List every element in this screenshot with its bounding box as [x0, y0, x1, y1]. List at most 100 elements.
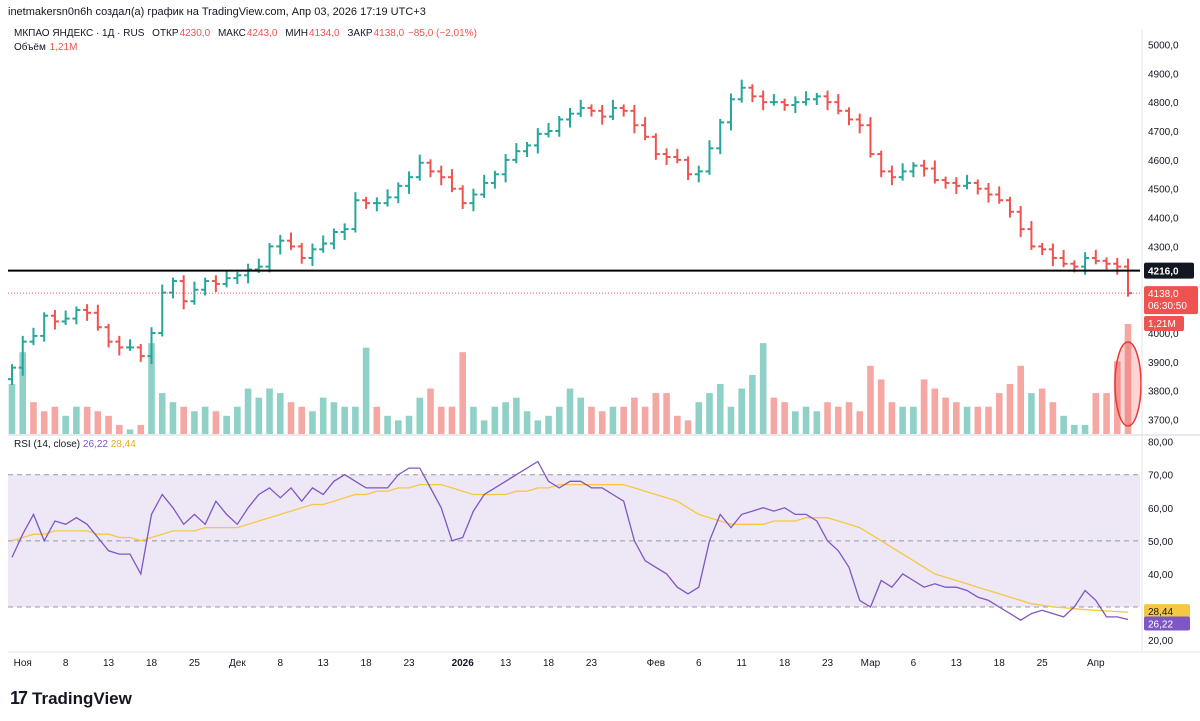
price-candle	[383, 189, 392, 207]
volume-bar	[974, 406, 982, 434]
volume-bar	[51, 406, 59, 434]
support-line-label-bg	[1144, 262, 1194, 279]
price-candle	[351, 192, 360, 233]
time-axis-tick: 18	[361, 658, 373, 669]
volume-bar	[126, 429, 134, 434]
volume-bar	[1113, 361, 1121, 434]
close-value: 4138,0	[373, 28, 405, 39]
volume-bar	[813, 411, 821, 434]
rsi-last-label: 26,22	[1148, 620, 1173, 631]
volume-bar	[395, 420, 402, 434]
price-candle	[265, 242, 274, 273]
symbol-title[interactable]: МКПАО ЯНДЕКС · 1Д · RUS	[14, 28, 145, 39]
last-price-label: 4138,0	[1148, 289, 1179, 300]
volume-bar	[491, 406, 499, 434]
volume-bar	[416, 397, 424, 434]
volume-bar	[470, 406, 477, 434]
time-axis-tick: 13	[103, 658, 115, 669]
volume-bar	[609, 406, 617, 434]
price-axis-tick: 5000,0	[1148, 40, 1179, 51]
volume-bar	[770, 397, 778, 434]
price-candle	[201, 277, 210, 296]
volume-bar	[459, 352, 466, 434]
tradingview-logo[interactable]: 17 TradingView	[10, 688, 132, 709]
price-candle	[61, 310, 70, 325]
volume-bar	[963, 406, 971, 434]
volume-bar	[1081, 424, 1089, 434]
tradingview-brand: TradingView	[32, 688, 132, 708]
volume-bar	[985, 406, 992, 434]
volume-bar	[834, 406, 842, 434]
price-candle	[372, 197, 381, 212]
symbol-legend: МКПАО ЯНДЕКС · 1Д · RUS ОТКР4230,0 МАКС4…	[14, 27, 477, 55]
price-candle	[608, 99, 617, 121]
volume-bar	[180, 406, 187, 434]
volume-bar	[266, 388, 273, 434]
price-axis-tick: 4900,0	[1148, 69, 1179, 80]
rsi-label[interactable]: RSI (14, close)	[14, 439, 81, 450]
volume-bar	[845, 402, 853, 434]
time-axis-tick: 18	[543, 658, 555, 669]
price-candle	[802, 91, 811, 106]
price-candle	[179, 275, 188, 310]
volume-bar	[953, 402, 960, 434]
price-candle	[168, 277, 177, 299]
volume-bar	[588, 406, 595, 434]
volume-bar	[555, 406, 563, 434]
volume-bar	[1049, 402, 1057, 434]
price-candle	[737, 79, 746, 103]
volume-bar	[116, 424, 123, 434]
volume-bar	[910, 406, 917, 434]
price-candle	[147, 327, 156, 365]
volume-bar	[448, 406, 456, 434]
price-candle	[619, 104, 628, 117]
volume-bar	[716, 384, 724, 434]
volume-bar	[1006, 384, 1014, 434]
volume-bar	[674, 415, 681, 434]
rsi-band	[8, 474, 1140, 607]
volume-bar	[234, 406, 241, 434]
low-label: МИН	[285, 28, 308, 39]
rsi-legend: RSI (14, close) 26,22 28,44	[14, 439, 136, 450]
time-axis-tick: 6	[696, 658, 702, 669]
time-axis-tick: 11	[736, 658, 747, 669]
price-candle	[995, 186, 1004, 204]
rsi-axis-tick: 60,00	[1148, 504, 1173, 515]
rsi-line	[11, 460, 1129, 621]
volume-bar	[513, 397, 520, 434]
price-candle	[1027, 221, 1036, 250]
time-axis-tick: 6	[911, 658, 917, 669]
price-candle	[415, 154, 424, 181]
price-candle	[533, 128, 542, 154]
price-candle	[319, 235, 328, 253]
price-candle	[501, 154, 510, 183]
volume-bar	[942, 397, 949, 434]
price-candle	[780, 98, 789, 111]
volume-bar	[1092, 393, 1100, 434]
price-candle	[8, 364, 16, 385]
time-axis-tick: 23	[403, 658, 415, 669]
price-candle	[490, 170, 499, 189]
volume-bar	[73, 406, 80, 434]
price-candle	[630, 105, 639, 134]
price-candle	[866, 117, 875, 158]
price-candle	[705, 140, 714, 175]
volume-value: 1,21M	[49, 42, 78, 53]
volume-bar	[738, 388, 745, 434]
price-candle	[887, 165, 896, 186]
price-candle	[694, 165, 703, 183]
rsi-ma-value: 28,44	[110, 439, 136, 450]
price-axis-tick: 4800,0	[1148, 98, 1179, 109]
price-candle	[1059, 249, 1068, 268]
price-candle	[845, 107, 853, 126]
volume-bar	[427, 388, 434, 434]
price-candle	[791, 96, 800, 114]
volume-bar	[94, 411, 102, 434]
volume-bar	[362, 347, 370, 434]
volume-bar	[1038, 388, 1046, 434]
volume-bar	[1017, 365, 1024, 434]
price-candle	[104, 323, 113, 348]
volume-bar	[802, 406, 810, 434]
price-candle	[523, 141, 532, 157]
